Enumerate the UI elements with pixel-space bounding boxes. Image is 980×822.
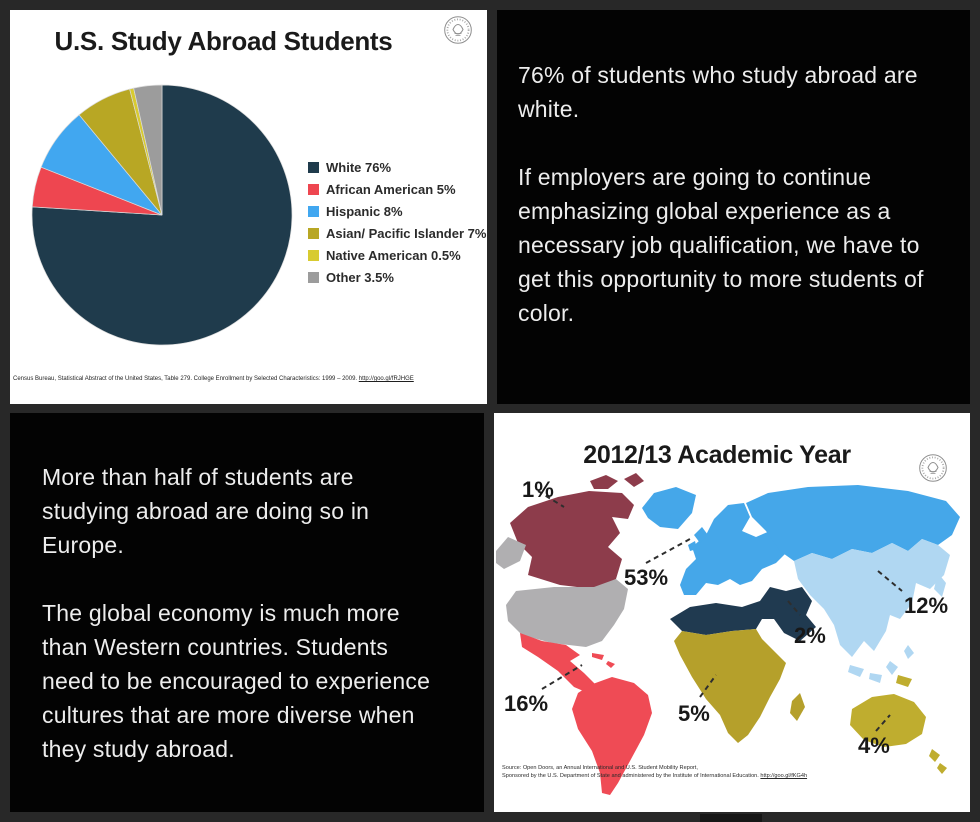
legend-item: African American 5%	[308, 178, 486, 200]
quote-bottom-text: More than half of students are studying …	[42, 460, 444, 766]
quote-panel-bottom: More than half of students are studying …	[10, 413, 484, 812]
map-region-caribbean	[592, 653, 615, 668]
map-source-line1: Source: Open Doors, an Annual Internatio…	[502, 765, 698, 771]
map-label-europe: 53%	[624, 565, 668, 590]
legend-swatch-icon	[308, 271, 319, 283]
legend-swatch-icon	[308, 161, 319, 173]
map-label-oceania: 4%	[858, 733, 890, 758]
map-label-mena: 2%	[794, 623, 826, 648]
map-source-line2: Sponsored by the U.S. Department of Stat…	[502, 772, 807, 780]
map-panel: 2012/13 Academic Year	[494, 413, 970, 812]
pie-chart	[31, 84, 293, 346]
map-region-british-isles	[670, 511, 708, 551]
quote-top-paragraph-2: If employers are going to continue empha…	[518, 164, 924, 326]
map-label-canada: 1%	[522, 477, 554, 502]
map-label-africa: 5%	[678, 701, 710, 726]
legend-item: Hispanic 8%	[308, 200, 486, 222]
map-region-southeast-asia-islands	[848, 645, 914, 683]
legend-label: Native American 0.5%	[326, 247, 461, 263]
legend-label: African American 5%	[326, 181, 456, 197]
legend-item: Other 3.5%	[308, 266, 486, 288]
map-region-asia	[794, 539, 950, 657]
map-label-latin-america: 16%	[504, 691, 548, 716]
legend-label: White 76%	[326, 159, 392, 175]
pie-citation: Census Bureau, Statistical Abstract of t…	[13, 376, 484, 382]
legend-swatch-icon	[308, 249, 319, 261]
quote-bottom-paragraph-1: More than half of students are studying …	[42, 464, 370, 558]
map-region-south-america	[572, 677, 652, 795]
map-region-australia	[850, 694, 926, 747]
leader-line-latin-america	[541, 664, 583, 690]
pie-citation-text: Census Bureau, Statistical Abstract of t…	[13, 376, 359, 382]
map-source-link[interactable]: http://goo.gl/fKG4h	[760, 773, 808, 779]
map-region-japan	[934, 573, 946, 597]
map-source-line2-text: Sponsored by the U.S. Department of Stat…	[502, 773, 761, 779]
map-region-canada	[510, 491, 634, 589]
map-source: Source: Open Doors, an Annual Internatio…	[502, 764, 807, 780]
map-region-usa	[506, 579, 628, 647]
leader-line-africa	[699, 674, 717, 698]
leader-line-oceania	[875, 714, 891, 732]
legend-label: Other 3.5%	[326, 269, 394, 285]
map-region-africa	[674, 629, 786, 743]
map-region-new-zealand	[929, 749, 947, 774]
legend-label: Hispanic 8%	[326, 203, 403, 219]
quote-bottom-paragraph-2: The global economy is much more than Wes…	[42, 600, 431, 762]
legend-item: Asian/ Pacific Islander 7%	[308, 222, 486, 244]
pie-chart-panel: U.S. Study Abroad Students White 76% Afri…	[10, 10, 487, 404]
map-label-asia: 12%	[904, 593, 948, 618]
pie-slice	[31, 84, 293, 346]
map-region-alaska	[496, 537, 526, 569]
quote-panel-top: 76% of students who study abroad are whi…	[497, 10, 970, 404]
state-department-seal-icon	[919, 454, 947, 482]
frame-artifact	[700, 814, 762, 822]
map-region-europe	[680, 503, 786, 595]
legend-item: White 76%	[308, 156, 486, 178]
map-region-new-guinea	[896, 675, 912, 687]
legend-swatch-icon	[308, 183, 319, 195]
map-region-madagascar	[790, 693, 805, 721]
world-map: 1% 53% 12% 2% 5% 16% 4%	[496, 473, 960, 795]
map-region-greenland	[642, 487, 696, 529]
legend-swatch-icon	[308, 227, 319, 239]
leader-line-europe	[645, 538, 691, 564]
pie-legend: White 76% African American 5% Hispanic 8% A…	[308, 156, 486, 288]
pie-chart-title: U.S. Study Abroad Students	[54, 26, 393, 56]
pie-slice	[133, 84, 163, 216]
map-region-mena	[670, 587, 816, 641]
state-department-seal-icon	[444, 16, 472, 44]
map-region-central-america	[520, 633, 596, 693]
legend-swatch-icon	[308, 205, 319, 217]
map-region-russia	[746, 485, 960, 561]
legend-item: Native American 0.5%	[308, 244, 486, 266]
legend-label: Asian/ Pacific Islander 7%	[326, 225, 487, 241]
quote-top-text: 76% of students who study abroad are whi…	[518, 58, 950, 330]
map-region-canada-islands	[590, 473, 644, 489]
pie-citation-link[interactable]: http://goo.gl/fRJHGE	[358, 376, 414, 382]
quote-top-paragraph-1: 76% of students who study abroad are whi…	[518, 62, 918, 122]
leader-line-mena	[787, 600, 801, 616]
map-title: 2012/13 Academic Year	[583, 441, 851, 469]
